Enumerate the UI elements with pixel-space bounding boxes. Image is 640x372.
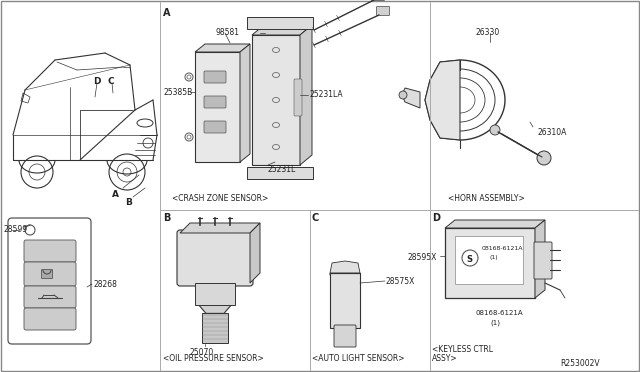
Bar [330,273,360,328]
Text: 08168-6121A: 08168-6121A [475,310,523,316]
Bar [195,52,240,162]
Text: 25385B: 25385B [163,88,192,97]
Text: <KEYLESS CTRL: <KEYLESS CTRL [432,345,493,354]
FancyBboxPatch shape [294,79,302,116]
FancyBboxPatch shape [42,269,52,279]
Circle shape [537,151,551,165]
Text: B: B [125,198,132,207]
FancyBboxPatch shape [24,240,76,262]
Text: (1): (1) [490,319,500,326]
Text: A: A [163,8,170,18]
Text: <AUTO LIGHT SENSOR>: <AUTO LIGHT SENSOR> [312,354,404,363]
Text: 28595X: 28595X [407,253,436,262]
Text: ASSY>: ASSY> [432,354,458,363]
Circle shape [490,125,500,135]
FancyBboxPatch shape [534,242,552,279]
Text: 25231LA: 25231LA [310,90,344,99]
Bar [247,17,313,29]
Polygon shape [402,88,420,108]
Text: 98581: 98581 [215,28,239,37]
Bar [202,313,228,343]
Polygon shape [197,293,233,313]
Bar [252,35,300,165]
Text: 26330: 26330 [475,28,499,37]
Polygon shape [252,25,312,35]
FancyBboxPatch shape [376,6,390,16]
Polygon shape [425,60,460,140]
Text: 28599: 28599 [4,225,28,234]
FancyBboxPatch shape [24,262,76,286]
Bar [455,236,523,284]
Text: <OIL PRESSURE SENSOR>: <OIL PRESSURE SENSOR> [163,354,264,363]
Text: D: D [432,213,440,223]
Text: 28575X: 28575X [385,277,414,286]
Polygon shape [195,44,250,52]
Text: C: C [312,213,319,223]
Text: 28268: 28268 [94,280,118,289]
FancyBboxPatch shape [24,308,76,330]
Bar [195,283,235,305]
FancyBboxPatch shape [8,218,91,344]
Text: A: A [112,190,119,199]
Polygon shape [180,223,260,233]
Text: (1): (1) [490,255,499,260]
Polygon shape [300,25,312,165]
Polygon shape [535,220,545,298]
FancyBboxPatch shape [204,71,226,83]
Bar [247,167,313,179]
FancyBboxPatch shape [204,121,226,133]
Text: R253002V: R253002V [560,359,600,368]
Text: 25070: 25070 [190,348,214,357]
Circle shape [399,91,407,99]
FancyBboxPatch shape [177,230,253,286]
Text: C: C [108,77,115,86]
Polygon shape [445,220,545,228]
Polygon shape [240,44,250,162]
FancyBboxPatch shape [334,325,356,347]
Polygon shape [330,261,360,273]
Text: 26310A: 26310A [537,128,566,137]
Circle shape [462,250,478,266]
Text: D: D [93,77,100,86]
Polygon shape [250,223,260,283]
Text: <CRASH ZONE SENSOR>: <CRASH ZONE SENSOR> [172,194,268,203]
Text: <HORN ASSEMBLY>: <HORN ASSEMBLY> [448,194,525,203]
FancyBboxPatch shape [24,286,76,308]
Text: B: B [163,213,170,223]
FancyBboxPatch shape [204,96,226,108]
Text: S: S [466,256,472,264]
Text: 08168-6121A: 08168-6121A [482,246,524,251]
Text: 25231L: 25231L [268,165,296,174]
Bar [445,228,535,298]
